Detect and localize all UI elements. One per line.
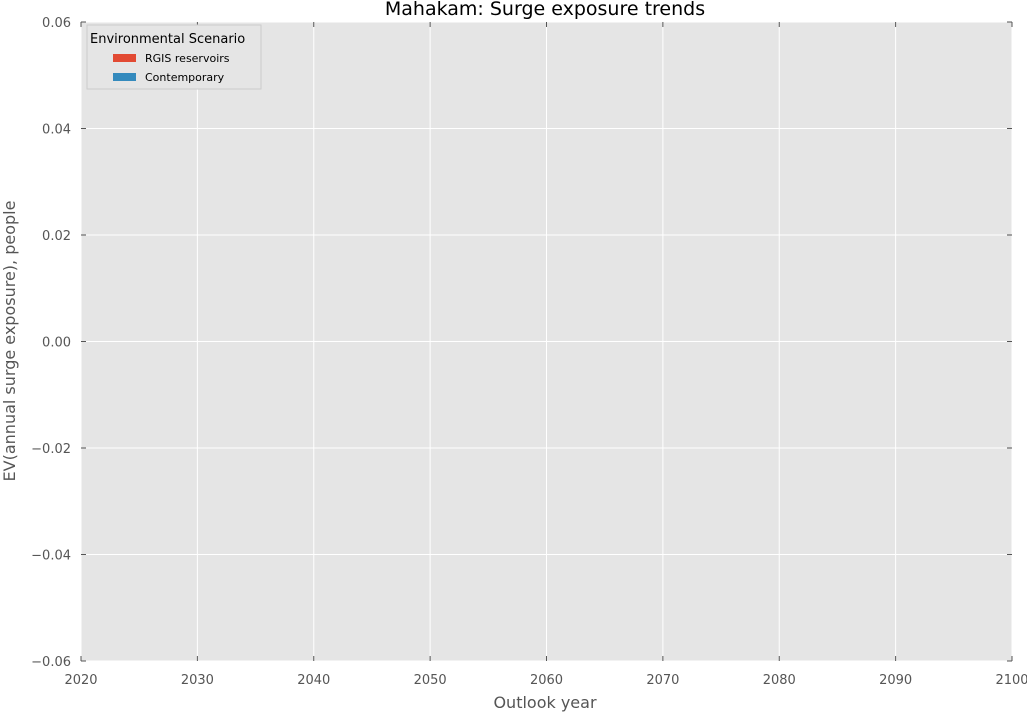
y-tick-label: −0.04: [31, 549, 71, 564]
y-tick-label: −0.06: [31, 655, 71, 670]
x-tick-label: 2080: [763, 673, 796, 688]
y-tick-label: 0.04: [42, 123, 71, 138]
legend-entry-label: Contemporary: [145, 71, 225, 84]
legend-entries: RGIS reservoirs Contemporary: [113, 52, 230, 84]
x-tick-label: 2090: [879, 673, 912, 688]
y-tick-label: 0.06: [42, 16, 71, 31]
legend-swatch: [113, 73, 136, 81]
x-tick-label: 2030: [181, 673, 214, 688]
y-tick-label: −0.02: [31, 442, 71, 457]
y-tick-label: 0.00: [42, 336, 71, 351]
legend-swatch: [113, 54, 136, 62]
y-tick-labels: 0.06 0.04 0.02 0.00 −0.02 −0.04 −0.06: [31, 16, 71, 670]
x-tick-label: 2060: [530, 673, 563, 688]
y-tick-label: 0.02: [42, 229, 71, 244]
legend-entry-label: RGIS reservoirs: [145, 52, 230, 65]
legend: Environmental Scenario RGIS reservoirs Co…: [86, 24, 262, 90]
x-tick-label: 2040: [297, 673, 330, 688]
x-tick-label: 2020: [64, 673, 97, 688]
x-tick-label: 2050: [414, 673, 447, 688]
x-tick-labels: 2020 2030 2040 2050 2060 2070 2080 2090 2100: [64, 673, 1027, 688]
x-tick-label: 2100: [995, 673, 1027, 688]
legend-title: Environmental Scenario: [90, 32, 245, 47]
x-tick-label: 2070: [646, 673, 679, 688]
chart-title: Mahakam: Surge exposure trends: [385, 0, 705, 20]
y-axis-title: EV(annual surge exposure), people: [0, 201, 19, 482]
x-axis-title: Outlook year: [493, 693, 597, 712]
